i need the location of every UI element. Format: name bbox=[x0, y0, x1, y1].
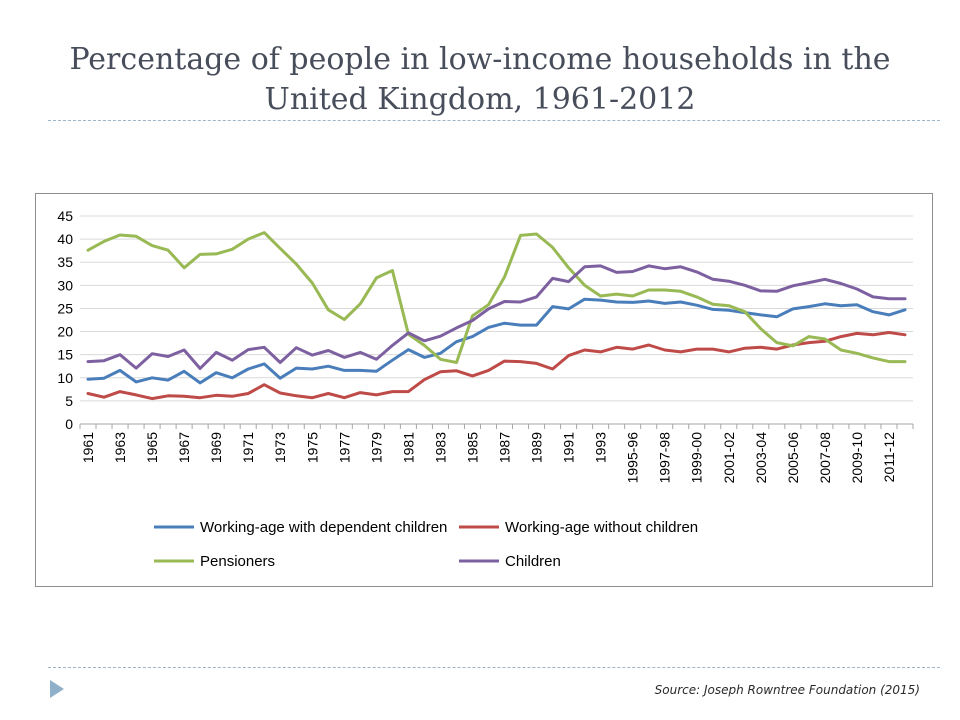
y-tick-label: 35 bbox=[57, 254, 73, 270]
x-tick-label: 1967 bbox=[176, 432, 192, 463]
x-tick-label: 1979 bbox=[368, 432, 384, 463]
slide-title: Percentage of people in low-income house… bbox=[0, 40, 960, 120]
x-tick-label: 1993 bbox=[593, 432, 609, 463]
x-tick-label: 1965 bbox=[144, 432, 160, 463]
x-tick-label: 2007-08 bbox=[817, 432, 833, 484]
series-line-4 bbox=[86, 264, 907, 370]
x-tick-label: 1961 bbox=[80, 432, 96, 463]
x-tick-label: 1985 bbox=[464, 432, 480, 463]
x-tick-label: 1997-98 bbox=[657, 432, 673, 484]
title-divider bbox=[48, 120, 940, 121]
x-tick-label: 1991 bbox=[561, 432, 577, 463]
x-tick-label: 1989 bbox=[529, 432, 545, 463]
y-tick-label: 15 bbox=[57, 347, 73, 363]
series-line-3 bbox=[86, 231, 907, 364]
y-tick-label: 45 bbox=[57, 208, 73, 224]
x-tick-label: 2011-12 bbox=[881, 432, 897, 483]
slide-bullet-icon bbox=[50, 680, 64, 698]
chart-frame: 0 5 10 15 20 25 30 35 40 45 1961 1963 1965 1967 1969 19… bbox=[35, 193, 933, 587]
legend-label-1: Working-age with dependent children bbox=[200, 519, 447, 536]
x-tick-label: 1995-96 bbox=[625, 432, 641, 484]
y-tick-label: 40 bbox=[57, 231, 73, 247]
series-line-1 bbox=[86, 297, 907, 385]
legend-label-3: Pensioners bbox=[200, 553, 275, 570]
legend-label-4: Children bbox=[505, 553, 561, 570]
x-tick-label: 1975 bbox=[304, 432, 320, 463]
x-tick-label: 1983 bbox=[432, 432, 448, 463]
line-chart: 0 5 10 15 20 25 30 35 40 45 1961 1963 1965 1967 1969 19… bbox=[57, 208, 914, 570]
x-tick-label: 1977 bbox=[336, 432, 352, 463]
x-tick-label: 1999-00 bbox=[689, 432, 705, 484]
x-tick-label: 1971 bbox=[240, 432, 256, 463]
legend-label-2: Working-age without children bbox=[505, 519, 698, 536]
x-tick-label: 1973 bbox=[272, 432, 288, 463]
y-tick-label: 0 bbox=[65, 416, 73, 432]
x-tick-label: 1981 bbox=[400, 432, 416, 463]
x-tick-label: 1969 bbox=[208, 432, 224, 463]
source-note: Source: Joseph Rowntree Foundation (2015… bbox=[654, 683, 920, 697]
y-tick-label: 30 bbox=[57, 277, 73, 293]
x-tick-label: 2001-02 bbox=[721, 432, 737, 484]
x-tick-label: 2005-06 bbox=[785, 432, 801, 484]
slide-title-line-2: United Kingdom, 1961-2012 bbox=[264, 82, 696, 117]
y-tick-label: 5 bbox=[65, 393, 73, 409]
x-tick-label: 2003-04 bbox=[753, 432, 769, 484]
footer-divider bbox=[48, 667, 940, 668]
x-tick-label: 1987 bbox=[497, 432, 513, 463]
x-tick-label: 2009-10 bbox=[849, 432, 865, 484]
y-tick-label: 25 bbox=[57, 300, 73, 316]
y-tick-label: 10 bbox=[57, 370, 73, 386]
series-line-2 bbox=[86, 331, 907, 401]
x-tick-label: 1963 bbox=[112, 432, 128, 463]
slide-title-line-1: Percentage of people in low-income house… bbox=[69, 42, 891, 77]
y-tick-label: 20 bbox=[57, 324, 73, 340]
